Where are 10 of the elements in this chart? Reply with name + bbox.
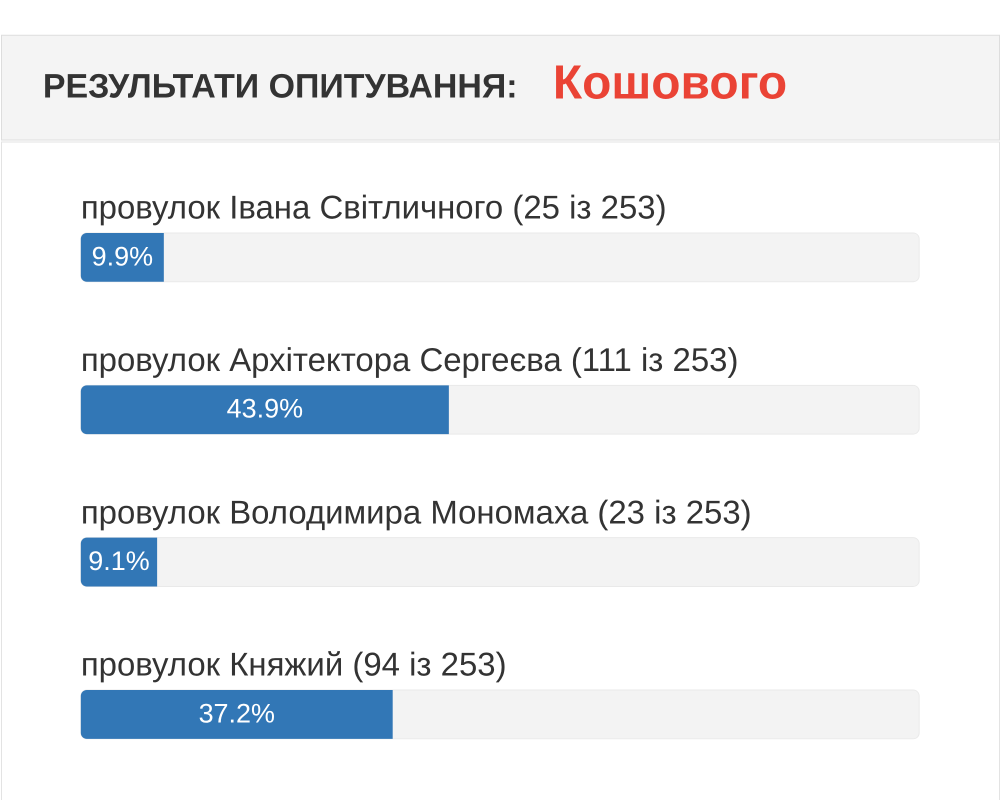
chart-subtitle: Кошового	[552, 56, 788, 110]
chart-title: РЕЗУЛЬТАТИ ОПИТУВАННЯ:	[42, 68, 518, 106]
y-tick-label: провулок Архітектора Сергеєва (111 із 253)	[80, 340, 738, 378]
data-label: 9.1%	[88, 546, 150, 576]
y-tick-label: провулок Княжий (94 із 253)	[80, 646, 507, 683]
data-label: 9.9%	[92, 241, 154, 272]
data-label: 37.2%	[198, 698, 275, 728]
y-tick-label: провулок Володимира Мономаха (23 із 253)	[80, 493, 752, 530]
y-tick-label: провулок Івана Світличного (25 із 253)	[80, 188, 667, 226]
data-label: 43.9%	[226, 394, 304, 424]
